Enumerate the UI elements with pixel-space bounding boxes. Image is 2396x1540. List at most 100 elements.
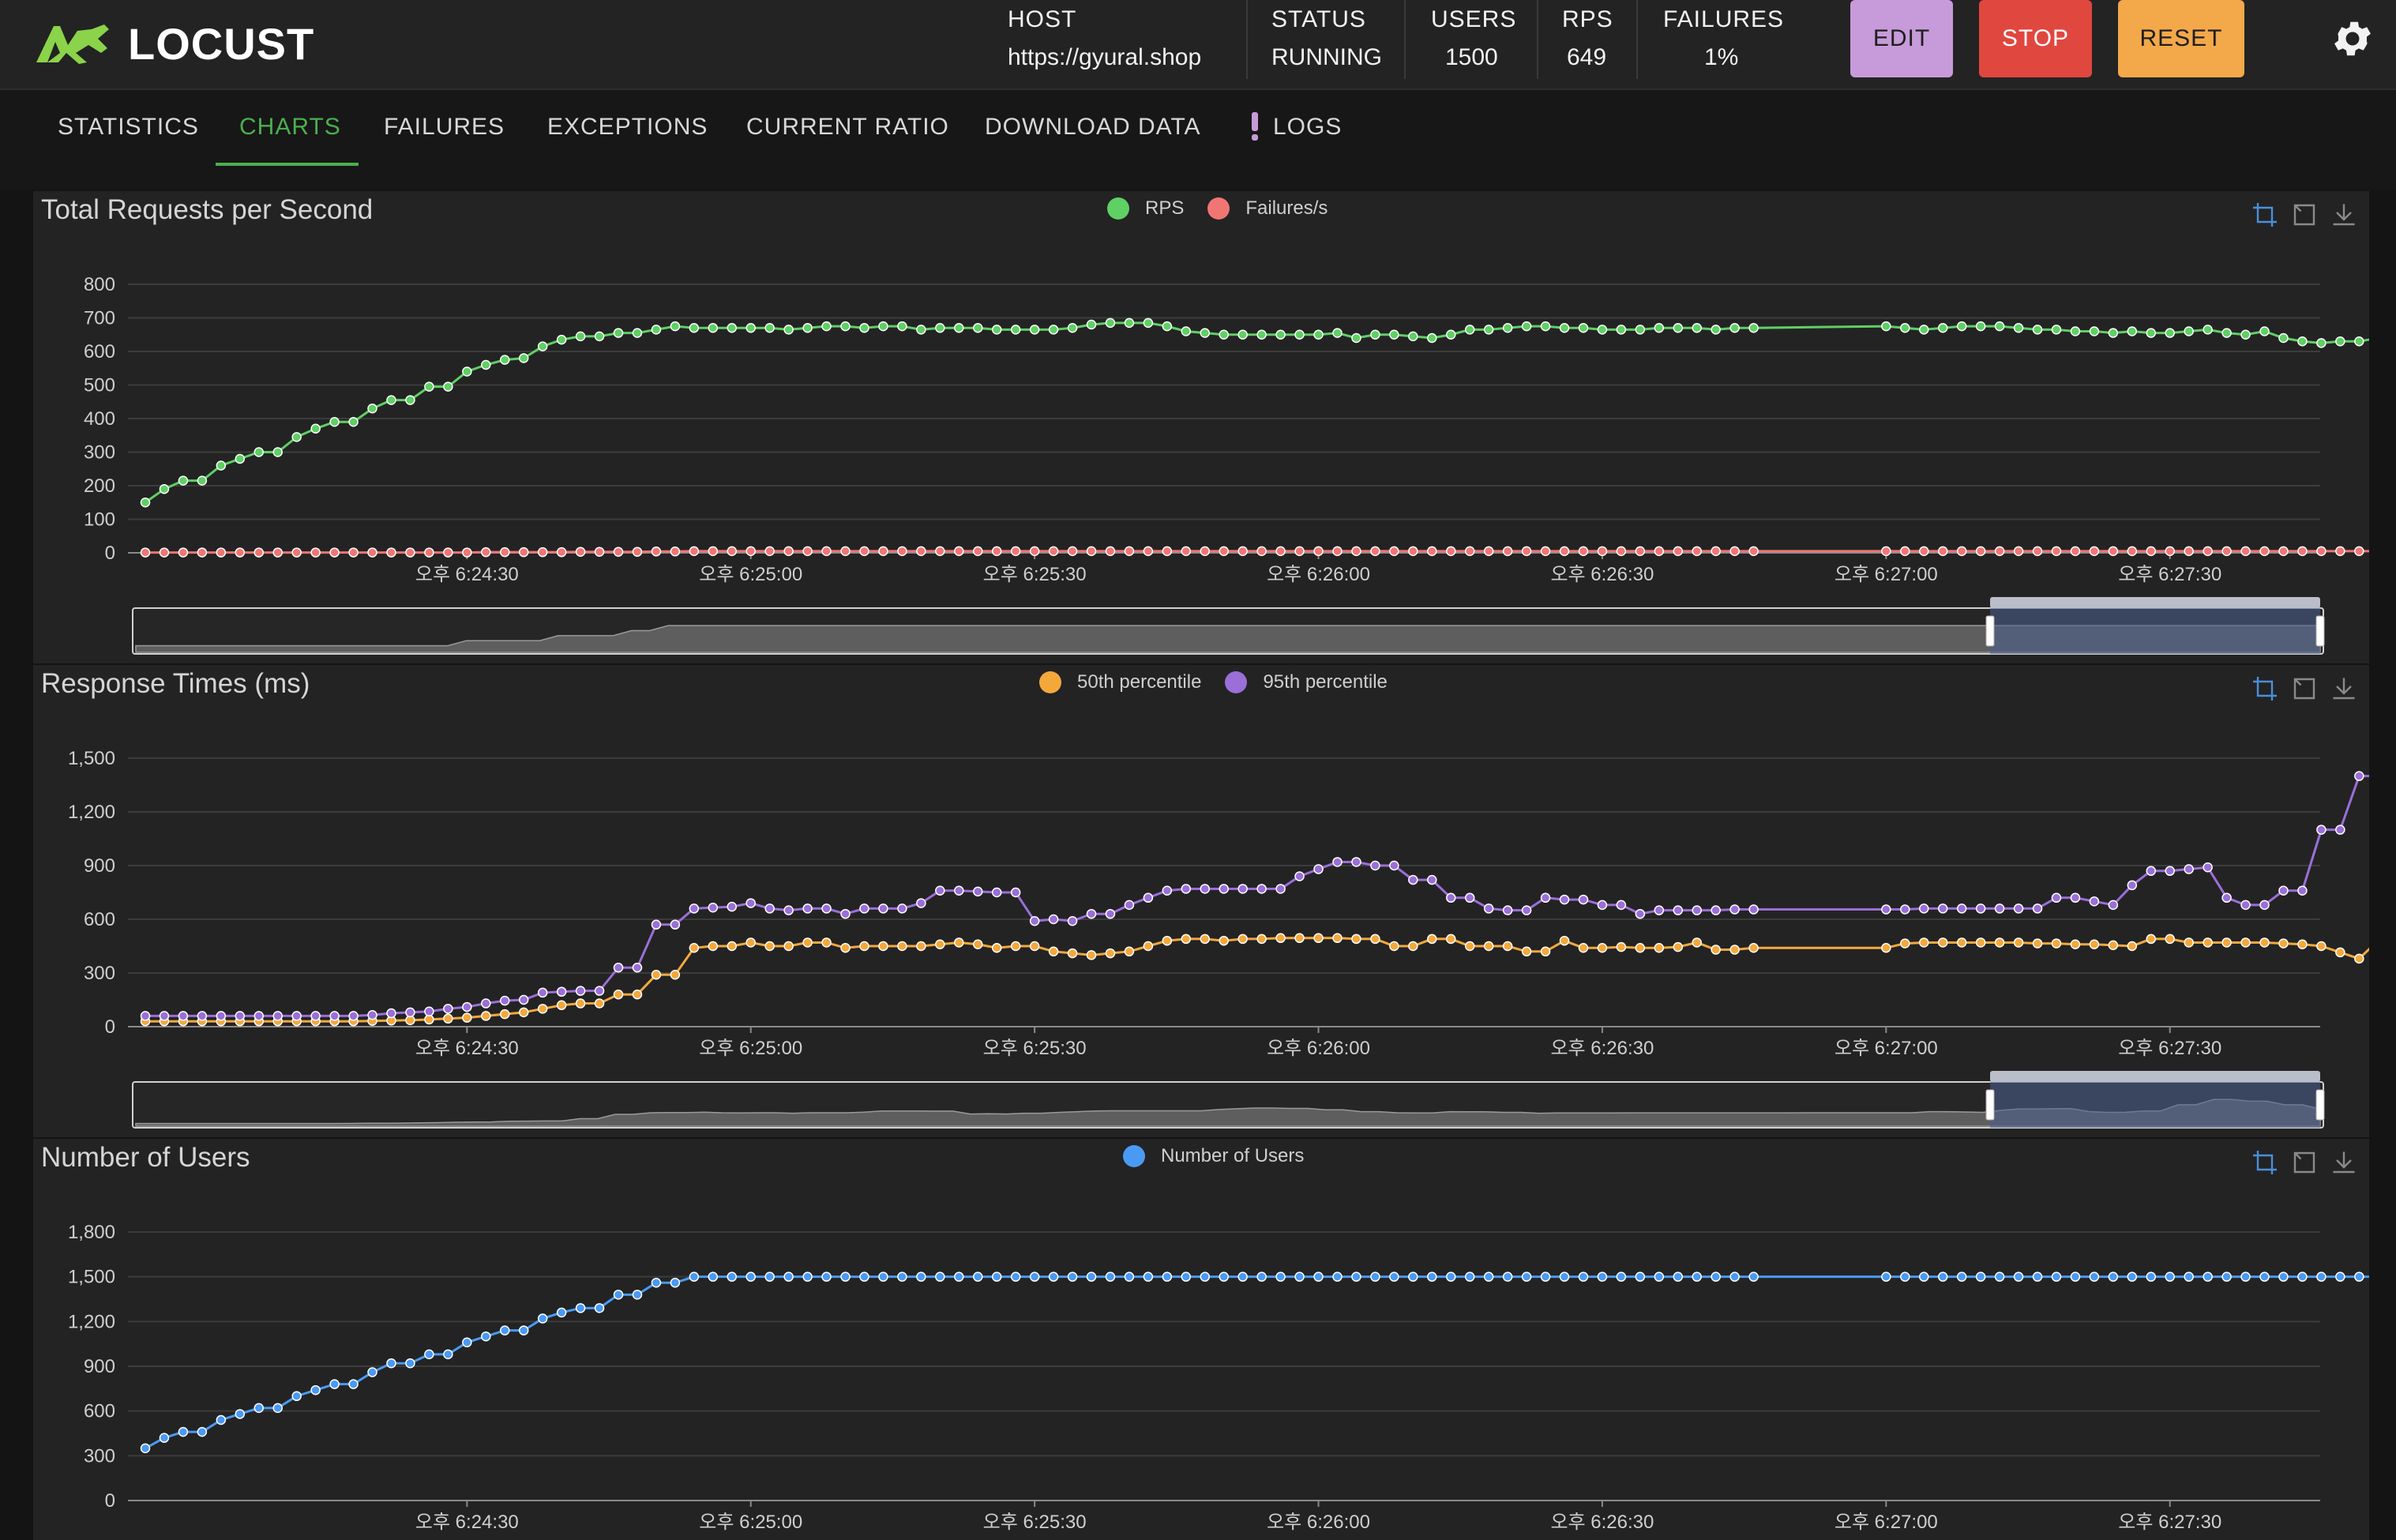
data-point[interactable] <box>235 1011 246 1021</box>
data-point[interactable] <box>348 417 359 427</box>
slider-window[interactable] <box>1990 1082 2320 1128</box>
edit-button[interactable]: EDIT <box>1850 0 1953 77</box>
restore-icon[interactable] <box>2290 201 2319 229</box>
data-point[interactable] <box>1219 329 1229 340</box>
data-point[interactable] <box>216 1011 227 1021</box>
data-point[interactable] <box>2051 546 2062 557</box>
data-point[interactable] <box>2221 892 2232 903</box>
data-point[interactable] <box>1956 937 1967 948</box>
data-point[interactable] <box>802 546 813 557</box>
data-point[interactable] <box>1048 1271 1059 1282</box>
data-point[interactable] <box>1067 1271 1078 1282</box>
data-point[interactable] <box>1540 1271 1551 1282</box>
data-point[interactable] <box>1748 546 1759 557</box>
data-point[interactable] <box>518 1007 529 1018</box>
data-point[interactable] <box>1937 1271 1948 1282</box>
data-point[interactable] <box>632 989 643 1000</box>
data-point[interactable] <box>840 321 851 332</box>
data-point[interactable] <box>954 546 964 557</box>
data-point[interactable] <box>1029 1271 1040 1282</box>
data-point[interactable] <box>2013 937 2024 948</box>
data-point[interactable] <box>1162 321 1173 332</box>
data-point[interactable] <box>1181 933 1192 945</box>
data-point[interactable] <box>2297 885 2308 896</box>
data-point[interactable] <box>1521 905 1532 915</box>
data-point[interactable] <box>1692 905 1702 915</box>
data-point[interactable] <box>1162 935 1173 946</box>
data-point[interactable] <box>1200 328 1211 338</box>
data-point[interactable] <box>2108 546 2119 557</box>
slider-window[interactable] <box>1990 608 2320 654</box>
data-point[interactable] <box>1994 321 2005 332</box>
data-point[interactable] <box>1010 546 1021 557</box>
data-point[interactable] <box>802 1271 813 1282</box>
data-point[interactable] <box>2278 938 2289 948</box>
data-point[interactable] <box>1162 1271 1173 1282</box>
data-point[interactable] <box>594 1303 605 1313</box>
data-point[interactable] <box>2335 336 2345 347</box>
data-point[interactable] <box>1711 945 1721 955</box>
data-point[interactable] <box>1540 321 1551 332</box>
tab-statistics[interactable]: STATISTICS <box>58 114 199 140</box>
data-point[interactable] <box>329 1379 340 1389</box>
data-point[interactable] <box>1332 328 1343 338</box>
data-point[interactable] <box>613 328 624 338</box>
data-point[interactable] <box>1332 933 1343 944</box>
data-point[interactable] <box>216 460 227 471</box>
data-point[interactable] <box>1881 943 1891 953</box>
data-point[interactable] <box>2221 546 2232 557</box>
data-point[interactable] <box>329 1011 340 1021</box>
logo[interactable]: LOCUST <box>32 16 314 71</box>
data-point[interactable] <box>594 547 605 557</box>
data-point[interactable] <box>367 1010 377 1020</box>
data-point[interactable] <box>1294 933 1305 944</box>
data-point[interactable] <box>972 323 983 333</box>
data-point[interactable] <box>954 1271 964 1282</box>
data-point[interactable] <box>916 1271 926 1282</box>
data-point[interactable] <box>727 546 738 557</box>
reset-button[interactable]: RESET <box>2118 0 2244 77</box>
data-point[interactable] <box>2203 1271 2213 1282</box>
data-point[interactable] <box>2203 546 2213 557</box>
data-point[interactable] <box>916 941 926 952</box>
data-point[interactable] <box>481 998 491 1009</box>
data-point[interactable] <box>159 1011 170 1021</box>
data-point[interactable] <box>1464 892 1475 903</box>
data-point[interactable] <box>2089 1271 2100 1282</box>
data-point[interactable] <box>1351 1271 1361 1282</box>
data-point[interactable] <box>443 1013 453 1024</box>
data-point[interactable] <box>424 1014 434 1025</box>
data-point[interactable] <box>1313 546 1324 557</box>
data-point[interactable] <box>1918 1271 1929 1282</box>
data-point[interactable] <box>2354 771 2364 781</box>
data-point[interactable] <box>1105 546 1116 557</box>
data-point[interactable] <box>1900 1271 1910 1282</box>
data-point[interactable] <box>2108 940 2119 951</box>
data-point[interactable] <box>2240 546 2251 557</box>
data-point[interactable] <box>481 359 491 370</box>
data-point[interactable] <box>443 381 453 392</box>
data-point[interactable] <box>670 547 681 557</box>
slider-handle[interactable] <box>1985 615 1995 647</box>
data-point[interactable] <box>197 547 208 558</box>
data-point[interactable] <box>2146 546 2157 557</box>
zoom-icon[interactable] <box>2251 674 2279 703</box>
data-point[interactable] <box>556 986 567 997</box>
data-point[interactable] <box>2184 546 2194 557</box>
data-point[interactable] <box>1559 546 1570 557</box>
data-point[interactable] <box>2221 328 2232 338</box>
data-point[interactable] <box>764 903 775 914</box>
data-point[interactable] <box>1200 884 1211 894</box>
data-point[interactable] <box>424 1349 434 1360</box>
data-point[interactable] <box>537 1313 548 1324</box>
data-point[interactable] <box>1994 903 2005 914</box>
data-point[interactable] <box>1994 546 2005 557</box>
data-point[interactable] <box>708 546 719 557</box>
data-point[interactable] <box>935 939 945 949</box>
data-point[interactable] <box>651 1277 662 1288</box>
data-point[interactable] <box>878 1271 888 1282</box>
data-point[interactable] <box>2089 896 2100 907</box>
data-point[interactable] <box>499 547 510 558</box>
data-point[interactable] <box>2051 938 2062 948</box>
data-point[interactable] <box>2051 1271 2062 1282</box>
